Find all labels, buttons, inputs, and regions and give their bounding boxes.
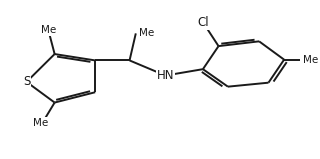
Text: Cl: Cl [197, 16, 209, 29]
Text: Me: Me [41, 25, 56, 35]
Text: Me: Me [303, 55, 318, 65]
Text: Me: Me [33, 118, 48, 128]
Text: HN: HN [157, 69, 174, 82]
Text: Me: Me [139, 28, 154, 38]
Text: S: S [23, 75, 30, 88]
